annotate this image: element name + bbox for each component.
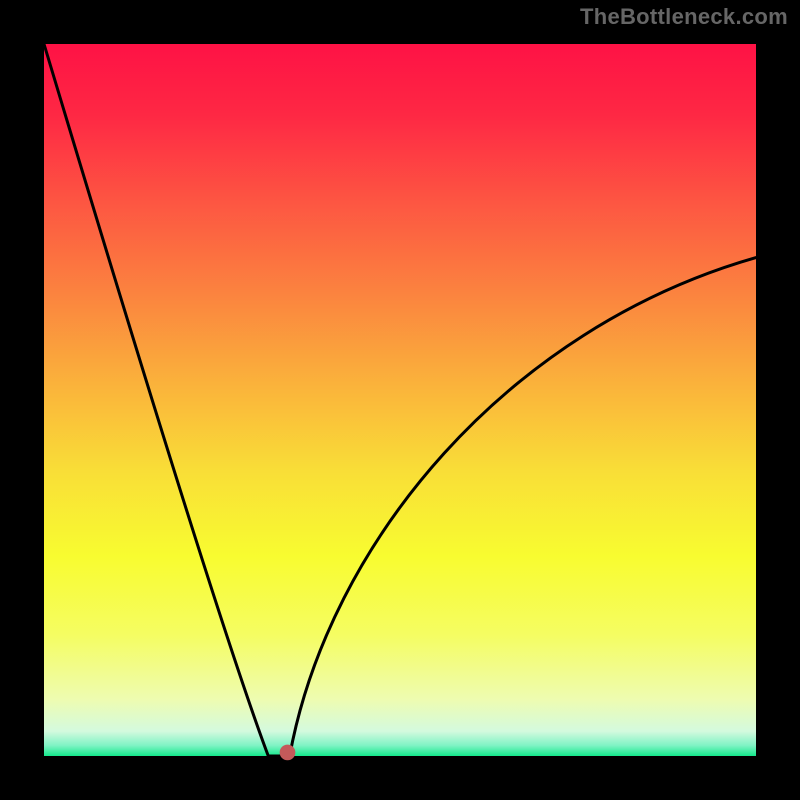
chart-svg <box>0 0 800 800</box>
bottleneck-chart: TheBottleneck.com <box>0 0 800 800</box>
watermark-text: TheBottleneck.com <box>580 4 788 30</box>
optimal-point-marker <box>280 745 296 761</box>
